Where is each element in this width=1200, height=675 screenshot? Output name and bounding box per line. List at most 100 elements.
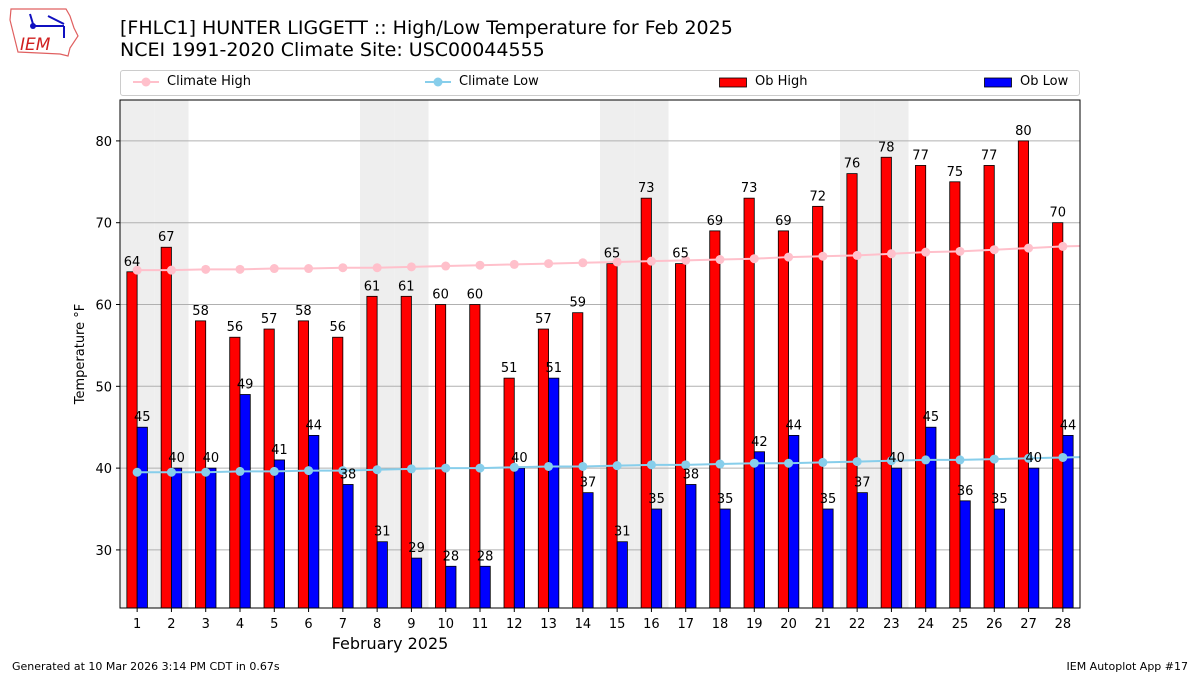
- ob-low-label: 51: [545, 361, 562, 376]
- ob-high-label: 70: [1049, 206, 1066, 221]
- ob-high-bar: [846, 173, 858, 609]
- ob-high-bar: [229, 336, 241, 609]
- weekend-band: [120, 100, 155, 608]
- ob-low-label: 35: [820, 492, 837, 507]
- ob-high-bar: [675, 263, 687, 609]
- ob-high-label: 73: [741, 181, 758, 196]
- climate-low-point: [1024, 453, 1034, 463]
- ob-high-bar: [880, 156, 892, 609]
- climate-high-point: [715, 255, 725, 265]
- x-tick-label: 1: [133, 617, 141, 632]
- weekend-band: [360, 100, 395, 608]
- ob-low-label: 40: [203, 451, 220, 466]
- ob-low-label: 40: [168, 451, 185, 466]
- climate-low-point: [132, 467, 142, 477]
- x-tick-label: 25: [952, 617, 969, 632]
- climate-low-point: [304, 466, 314, 476]
- x-tick-label: 13: [540, 617, 557, 632]
- y-tick-label: 30: [95, 544, 112, 559]
- y-tick-label: 40: [95, 462, 112, 477]
- svg-text:IEM: IEM: [20, 35, 51, 55]
- ob-low-label: 42: [751, 435, 768, 450]
- y-tick-label: 60: [95, 299, 112, 314]
- app-id: IEM Autoplot App #17: [1066, 660, 1189, 673]
- climate-low-point: [166, 467, 176, 477]
- ob-high-label: 61: [398, 279, 415, 294]
- climate-low-point: [544, 461, 554, 471]
- ob-high-label: 65: [604, 247, 621, 262]
- ob-high-bar: [332, 336, 344, 609]
- legend-label: Ob High: [755, 74, 808, 89]
- x-tick-label: 23: [883, 617, 900, 632]
- ob-high-bar: [126, 271, 138, 609]
- climate-high-point: [612, 257, 622, 267]
- climate-high-point: [989, 245, 999, 255]
- climate-low-point: [886, 456, 896, 466]
- ob-high-bar: [777, 230, 789, 609]
- ob-low-bar: [411, 557, 423, 609]
- climate-low-point: [715, 459, 725, 469]
- ob-high-label: 69: [775, 214, 792, 229]
- climate-low-point: [749, 458, 759, 468]
- ob-low-bar: [959, 500, 971, 609]
- ob-low-label: 40: [888, 451, 905, 466]
- ob-low-label: 37: [580, 476, 597, 491]
- ob-high-bar: [1017, 140, 1029, 609]
- legend: Climate High Climate Low Ob High Ob Low: [120, 70, 1080, 96]
- legend-climate-low: Climate Low: [425, 74, 539, 89]
- weekend-band: [154, 100, 189, 608]
- ob-low-label: 49: [237, 377, 254, 392]
- climate-high-point: [338, 263, 348, 273]
- ob-low-bar: [993, 508, 1005, 609]
- ob-high-label: 75: [947, 165, 964, 180]
- ob-high-bar: [949, 181, 961, 609]
- climate-low-point: [921, 455, 931, 465]
- ob-high-bar: [812, 205, 824, 609]
- ob-high-label: 57: [535, 312, 552, 327]
- y-tick-label: 50: [95, 380, 112, 395]
- ob-low-bar: [445, 565, 457, 609]
- ob-low-bar: [376, 541, 388, 609]
- climate-high-point: [852, 250, 862, 260]
- ob-high-bar: [195, 320, 207, 609]
- climate-low-point: [406, 464, 416, 474]
- ob-high-label: 58: [295, 304, 312, 319]
- x-tick-label: 2: [167, 617, 175, 632]
- ob-low-bar: [685, 484, 697, 609]
- ob-low-label: 28: [443, 549, 460, 564]
- climate-high-point: [406, 262, 416, 272]
- x-tick-label: 20: [780, 617, 797, 632]
- ob-high-label: 77: [912, 148, 929, 163]
- chart-title: [FHLC1] HUNTER LIGGETT :: High/Low Tempe…: [120, 17, 733, 39]
- x-tick-label: 5: [270, 617, 278, 632]
- ob-low-bar: [719, 508, 731, 609]
- climate-low-point: [338, 466, 348, 476]
- chart-subtitle: NCEI 1991-2020 Climate Site: USC00044555: [120, 39, 545, 61]
- x-tick-label: 3: [202, 617, 210, 632]
- ob-low-bar: [1062, 434, 1074, 609]
- x-tick-label: 9: [407, 617, 415, 632]
- legend-ob-high: Ob High: [719, 74, 808, 89]
- ob-high-label: 58: [192, 304, 209, 319]
- ob-low-label: 38: [340, 467, 357, 482]
- weekend-band: [840, 100, 875, 608]
- ob-low-label: 37: [854, 476, 871, 491]
- climate-high-point: [475, 260, 485, 270]
- ob-low-bar: [239, 394, 251, 609]
- x-tick-label: 12: [506, 617, 523, 632]
- climate-high-point: [818, 251, 828, 261]
- generated-timestamp: Generated at 10 Mar 2026 3:14 PM CDT in …: [12, 660, 280, 673]
- ob-high-label: 64: [124, 255, 141, 270]
- ob-high-bar: [435, 304, 447, 609]
- x-tick-label: 17: [677, 617, 694, 632]
- ob-low-bar: [788, 434, 800, 609]
- y-tick-label: 70: [95, 217, 112, 232]
- climate-high-point: [132, 265, 142, 275]
- x-tick-label: 6: [304, 617, 312, 632]
- ob-low-bar: [171, 467, 183, 609]
- legend-ob-low: Ob Low: [984, 74, 1068, 89]
- ob-high-label: 60: [467, 288, 484, 303]
- climate-high-point: [646, 256, 656, 266]
- climate-high-point: [372, 263, 382, 273]
- climate-low-point: [646, 460, 656, 470]
